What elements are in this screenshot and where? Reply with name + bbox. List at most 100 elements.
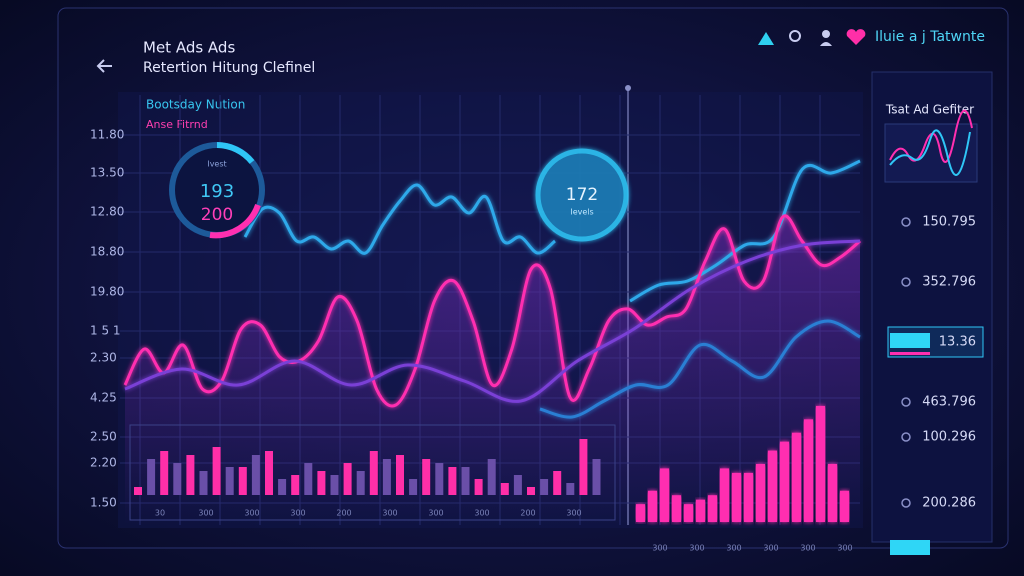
legend-2: Anse Fitrnd <box>146 118 208 131</box>
bar <box>409 479 418 495</box>
x-label: 300 <box>566 509 581 518</box>
side-rows: 150.795 352.796 13.36 463.796 100.296 200.286 <box>901 215 976 511</box>
bar <box>540 479 549 495</box>
pin-icon[interactable] <box>789 30 801 42</box>
x-label: 300 <box>837 544 852 553</box>
row-value: 150.795 <box>922 215 976 230</box>
bar <box>553 471 562 495</box>
bar <box>356 471 365 495</box>
x-label: 300 <box>474 509 489 518</box>
y-label: 1.50 <box>90 496 117 510</box>
row-highlight-bar <box>890 333 930 348</box>
subtitle: Retertion Hitung Clefinel <box>143 60 315 76</box>
mini-line-blue <box>889 129 971 176</box>
bar <box>684 504 693 522</box>
bar <box>265 451 273 495</box>
top-right-label[interactable]: Iluie a j Tatwnte <box>875 29 985 45</box>
bar <box>720 468 729 522</box>
x-label: 300 <box>198 509 213 518</box>
gauge-1-caption: Ivest <box>207 160 226 169</box>
line-series <box>243 183 556 255</box>
mini-chart <box>884 123 978 183</box>
gauge-1-value2: 200 <box>201 205 233 225</box>
bar <box>780 441 789 522</box>
bar <box>422 459 431 495</box>
bar <box>696 499 705 522</box>
x-label: 300 <box>726 544 741 553</box>
gauge-1-value: 193 <box>200 181 234 202</box>
x-label: 30 <box>155 509 165 518</box>
lines <box>123 159 861 419</box>
row-value: 100.296 <box>922 430 976 445</box>
x-label: 300 <box>382 509 397 518</box>
bar <box>448 467 457 495</box>
bar <box>304 463 313 495</box>
bar <box>792 432 801 522</box>
gauge-1-arc <box>216 142 255 164</box>
bar <box>708 495 717 522</box>
line-series <box>629 159 861 303</box>
bar <box>461 467 470 495</box>
y-label: 4.25 <box>90 391 117 405</box>
divider-handle[interactable] <box>625 85 631 91</box>
heart-icon[interactable] <box>846 29 866 45</box>
bar <box>648 490 657 522</box>
back-arrow[interactable] <box>96 59 112 73</box>
bar <box>435 463 444 495</box>
title: Met Ads Ads <box>143 39 235 57</box>
bar <box>382 459 391 495</box>
row-icon <box>901 498 911 508</box>
line-series <box>123 214 861 408</box>
x-label: 200 <box>520 509 535 518</box>
bar <box>768 450 777 522</box>
y-label: 2.50 <box>90 430 117 444</box>
bottom-bar <box>890 540 930 555</box>
y-label: 19.80 <box>90 285 124 299</box>
bar <box>147 459 156 495</box>
x-label: 300 <box>290 509 305 518</box>
bar <box>660 468 669 522</box>
bar <box>369 451 378 495</box>
bar <box>343 463 352 495</box>
area-fill <box>125 215 860 525</box>
bar <box>756 463 765 522</box>
gauge-2-caption: Ievels <box>570 208 593 217</box>
frame <box>57 7 1009 549</box>
bar <box>672 495 681 522</box>
bar <box>500 483 509 495</box>
line-series <box>124 239 861 403</box>
bar <box>527 487 535 495</box>
row-value: 463.796 <box>922 395 976 410</box>
bar <box>330 475 339 495</box>
row-icon <box>901 397 911 407</box>
bars: 30 300 300 300 200 300 300 300 200 300 300 300 300 30… <box>134 405 853 553</box>
alert-icon[interactable] <box>758 32 774 45</box>
user-icon[interactable] <box>822 30 830 38</box>
bar <box>474 479 483 495</box>
x-label: 200 <box>336 509 351 518</box>
bar <box>592 459 601 495</box>
gauge-2 <box>535 148 629 242</box>
bar <box>199 471 208 495</box>
y-label: 1 5 1 <box>90 324 121 338</box>
bar <box>278 479 287 495</box>
bar <box>160 451 169 495</box>
bar <box>636 504 645 522</box>
y-label: 13.50 <box>90 166 124 180</box>
bar <box>840 490 849 522</box>
bar <box>225 467 234 495</box>
bar <box>804 419 813 522</box>
bar <box>744 472 753 522</box>
user-icon-body <box>820 42 832 46</box>
bar <box>238 467 247 495</box>
bar <box>396 455 404 495</box>
gauge-1-arc2 <box>209 203 261 239</box>
side-title: Tsat Ad Gefiter <box>885 103 974 117</box>
x-label: 300 <box>689 544 704 553</box>
gauge-2-value: 172 <box>566 185 598 205</box>
row-value: 13.36 <box>939 335 976 350</box>
row-value: 352.796 <box>922 275 976 290</box>
bar <box>828 463 837 522</box>
bars-left-panel <box>129 424 616 521</box>
